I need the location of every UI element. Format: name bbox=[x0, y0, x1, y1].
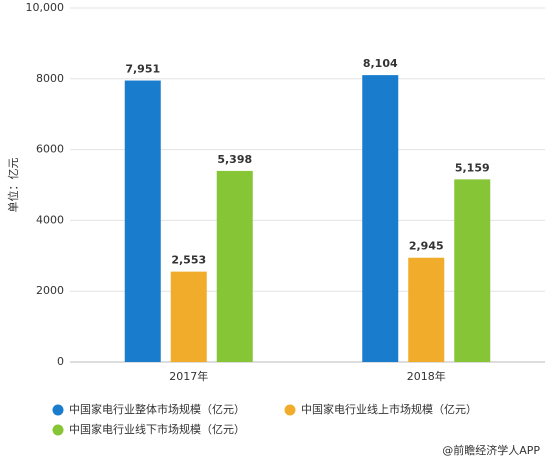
value-label: 2,945 bbox=[409, 240, 444, 253]
value-label: 7,951 bbox=[125, 63, 160, 76]
bar bbox=[454, 179, 491, 362]
value-label: 2,553 bbox=[171, 254, 206, 267]
bar bbox=[408, 257, 445, 362]
y-tick-label: 2000 bbox=[36, 284, 64, 297]
value-label: 5,159 bbox=[455, 161, 490, 174]
y-tick-label: 4000 bbox=[36, 213, 64, 226]
bar bbox=[124, 80, 161, 362]
y-tick-label: 8000 bbox=[36, 72, 64, 85]
legend-marker bbox=[52, 424, 64, 436]
source: @前瞻经济学人APP bbox=[442, 443, 540, 457]
value-label: 8,104 bbox=[363, 57, 398, 70]
y-tick-label: 0 bbox=[57, 355, 64, 368]
value-label: 5,398 bbox=[217, 153, 252, 166]
x-tick-label: 2017年 bbox=[169, 369, 208, 383]
legend-label: 中国家电行业整体市场规模（亿元） bbox=[69, 402, 245, 416]
x-tick-label: 2018年 bbox=[407, 369, 446, 383]
legend-label: 中国家电行业线下市场规模（亿元） bbox=[69, 422, 245, 436]
bar bbox=[362, 75, 399, 362]
legend-marker bbox=[52, 404, 64, 416]
y-axis-title: 单位：亿元 bbox=[6, 158, 20, 213]
bar bbox=[216, 170, 253, 362]
bar bbox=[170, 271, 207, 362]
y-tick-label: 6000 bbox=[36, 143, 64, 156]
legend-label: 中国家电行业线上市场规模（亿元） bbox=[301, 402, 477, 416]
legend-marker bbox=[284, 404, 296, 416]
y-tick-label: 10,000 bbox=[26, 1, 65, 14]
